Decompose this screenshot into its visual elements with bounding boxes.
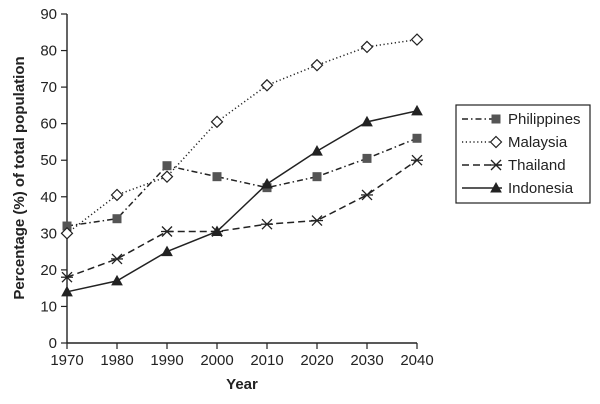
y-tick-label: 70 xyxy=(40,79,57,96)
point-malaysia xyxy=(310,58,324,72)
y-tick-label: 30 xyxy=(40,225,57,242)
point-philippines xyxy=(412,133,422,143)
point-malaysia xyxy=(410,33,424,46)
y-tick-label: 90 xyxy=(40,6,57,23)
legend-marker xyxy=(491,114,501,124)
series-philippines xyxy=(62,133,422,231)
point-philippines xyxy=(312,172,322,182)
point-indonesia xyxy=(161,245,173,257)
series-layer xyxy=(60,33,424,297)
point-indonesia xyxy=(61,285,73,297)
y-tick-label: 50 xyxy=(40,152,57,169)
legend-box xyxy=(455,104,591,204)
x-tick-label: 2040 xyxy=(400,352,433,369)
point-thailand xyxy=(361,189,373,201)
x-tick-label: 2020 xyxy=(300,352,333,369)
y-tick-label: 80 xyxy=(40,43,57,60)
legend-label: Thailand xyxy=(508,157,566,174)
legend-marker xyxy=(489,135,503,149)
legend-marker xyxy=(490,181,502,193)
point-malaysia xyxy=(110,188,124,202)
series-line-malaysia xyxy=(66,38,418,234)
y-tick-label: 20 xyxy=(40,262,57,279)
legend-item-philippines: Philippines xyxy=(462,111,581,128)
legend: Philippines Malaysia Thailand Indonesia xyxy=(455,104,591,204)
legend-item-malaysia: Malaysia xyxy=(462,134,568,151)
series-line-indonesia xyxy=(66,110,418,293)
point-indonesia xyxy=(311,145,323,156)
point-indonesia xyxy=(411,104,423,116)
point-thailand xyxy=(111,253,123,265)
x-tick-label: 2030 xyxy=(350,352,383,369)
series-indonesia xyxy=(61,104,423,297)
y-tick-label: 40 xyxy=(40,189,57,206)
point-malaysia xyxy=(210,115,224,129)
legend-label: Indonesia xyxy=(508,180,574,197)
x-tick-label: 1980 xyxy=(100,352,133,369)
point-philippines xyxy=(212,172,222,182)
point-philippines xyxy=(362,153,372,163)
point-malaysia xyxy=(60,226,74,240)
point-indonesia xyxy=(211,225,223,237)
point-philippines xyxy=(112,214,122,224)
point-malaysia xyxy=(260,78,274,92)
point-thailand xyxy=(61,271,73,283)
legend-marker xyxy=(490,159,502,171)
point-thailand xyxy=(411,154,423,166)
series-malaysia xyxy=(60,33,424,240)
point-indonesia xyxy=(261,177,273,189)
point-indonesia xyxy=(111,274,123,286)
legend-label: Philippines xyxy=(508,111,581,128)
point-thailand xyxy=(261,218,273,230)
legend-item-thailand: Thailand xyxy=(462,157,566,174)
series-line-philippines xyxy=(66,137,418,227)
series-thailand xyxy=(61,154,423,283)
x-tick-label: 1990 xyxy=(150,352,183,369)
legend-item-indonesia: Indonesia xyxy=(462,180,574,197)
point-malaysia xyxy=(160,170,174,184)
x-tick-label: 1970 xyxy=(50,352,83,369)
x-axis-title: Year xyxy=(226,376,258,393)
point-indonesia xyxy=(361,115,373,127)
y-tick-label: 0 xyxy=(49,335,57,352)
y-axis-title: Percentage (%) of total population xyxy=(11,56,28,299)
point-thailand xyxy=(161,226,173,237)
point-thailand xyxy=(311,215,323,226)
y-tick-label: 60 xyxy=(40,116,57,133)
x-tick-label: 2010 xyxy=(250,352,283,369)
x-tick-label: 2000 xyxy=(200,352,233,369)
y-tick-label: 10 xyxy=(40,298,57,315)
legend-label: Malaysia xyxy=(508,134,568,151)
point-philippines xyxy=(162,161,172,171)
point-malaysia xyxy=(360,40,374,54)
